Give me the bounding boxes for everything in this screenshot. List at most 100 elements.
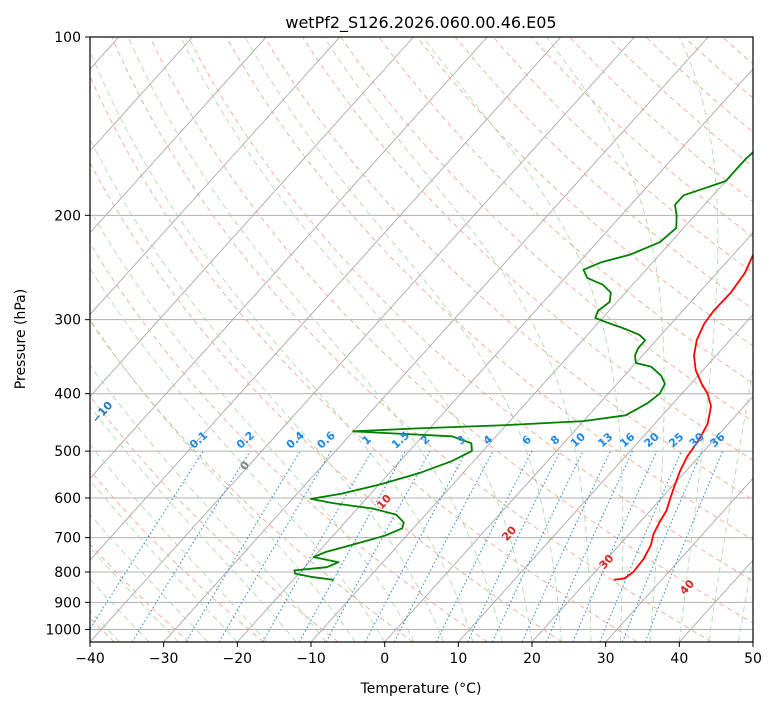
dry-adiabat-line bbox=[90, 395, 339, 642]
dry-adiabat-line bbox=[90, 242, 488, 642]
x-tick-label: −20 bbox=[223, 651, 253, 667]
dry-adiabat-line bbox=[761, 37, 775, 642]
moist-adiabat-line bbox=[90, 138, 445, 642]
mixing-ratio-label: 1 bbox=[360, 433, 374, 448]
dry-adiabat-line bbox=[90, 161, 563, 642]
y-tick-label: 300 bbox=[54, 313, 81, 329]
series-layer bbox=[293, 151, 753, 581]
dry-adiabat-line bbox=[149, 37, 753, 624]
moist-adiabat-line bbox=[90, 405, 297, 642]
y-tick-label: 1000 bbox=[45, 622, 81, 638]
chart-title: wetPf2_S126.2026.060.00.46.E05 bbox=[285, 13, 556, 33]
isotherm-line bbox=[457, 313, 753, 642]
mixing-ratio-label: 1.5 bbox=[389, 429, 412, 452]
mixing-ratio-line bbox=[364, 450, 467, 642]
x-tick-label: −30 bbox=[149, 651, 179, 667]
mixing-ratio-line bbox=[572, 450, 658, 642]
moist-adiabat-line bbox=[127, 37, 503, 642]
moist-adiabat-line bbox=[90, 479, 238, 642]
x-tick-label: 20 bbox=[523, 651, 541, 667]
dry-adiabat-line bbox=[111, 37, 712, 642]
moist-adiabat-line bbox=[180, 37, 533, 642]
moist-adiabat-label: 30 bbox=[597, 552, 617, 572]
mixing-ratio-label: 3 bbox=[454, 433, 468, 448]
mixing-ratio-line bbox=[521, 450, 611, 642]
mixing-ratio-label: 13 bbox=[595, 430, 615, 450]
mixing-ratio-line bbox=[90, 450, 204, 630]
y-tick-label: 400 bbox=[54, 387, 81, 403]
moist-adiabat-line bbox=[90, 364, 327, 642]
y-tick-label: 100 bbox=[54, 30, 81, 46]
mixing-ratio-line bbox=[621, 450, 703, 642]
dry-adiabat-line bbox=[90, 320, 414, 642]
moist-adiabat-line bbox=[90, 267, 386, 642]
moist-adiabat-line bbox=[708, 365, 753, 642]
mixing-ratio-line bbox=[131, 450, 251, 642]
mixing-ratio-line bbox=[298, 450, 406, 642]
mixing-ratio-line bbox=[467, 450, 561, 642]
plot-frame bbox=[89, 36, 754, 643]
moist-adiabat-line bbox=[90, 443, 268, 642]
dry-adiabat-line bbox=[378, 37, 753, 384]
moist-adiabat-line bbox=[422, 37, 624, 642]
y-tick-label: 200 bbox=[54, 208, 81, 224]
dewpoint-profile-line bbox=[293, 151, 753, 581]
isotherm-line bbox=[531, 395, 753, 642]
moist-adiabat-line bbox=[90, 49, 474, 642]
dry-adiabat-label: −10 bbox=[89, 399, 115, 426]
isotherm-line bbox=[90, 37, 193, 152]
x-tick-label: 50 bbox=[744, 651, 762, 667]
isotherm-line bbox=[90, 37, 341, 316]
y-tick-label: 800 bbox=[54, 565, 81, 581]
mixing-ratio-line bbox=[491, 450, 584, 642]
y-tick-label: 700 bbox=[54, 531, 81, 547]
dry-adiabat-line bbox=[607, 37, 753, 168]
dry-adiabat-line bbox=[645, 37, 753, 133]
x-tick-label: −40 bbox=[75, 651, 105, 667]
y-axis-label: Pressure (hPa) bbox=[13, 289, 29, 389]
dry-adiabat-line bbox=[187, 37, 753, 582]
isotherm-line bbox=[90, 37, 488, 479]
isotherm-line bbox=[236, 68, 753, 642]
isotherm-line bbox=[90, 37, 267, 234]
y-tick-label: 900 bbox=[54, 595, 81, 611]
isotherm-line bbox=[605, 477, 753, 642]
moist-adiabat-line bbox=[678, 37, 719, 642]
moist-adiabat-label: 0 bbox=[237, 458, 252, 473]
temperature-profile-line bbox=[613, 252, 753, 581]
isotherm-line bbox=[90, 37, 562, 561]
mixing-ratio-line bbox=[218, 450, 332, 642]
dry-adiabat-line bbox=[493, 37, 753, 274]
x-tick-label: 0 bbox=[380, 651, 389, 667]
grid-layer bbox=[90, 37, 775, 642]
moist-adiabat-line bbox=[90, 208, 415, 642]
dry-adiabat-line bbox=[454, 37, 753, 310]
mixing-ratio-label: 20 bbox=[642, 430, 662, 450]
x-tick-label: 40 bbox=[670, 651, 688, 667]
isotherm-line bbox=[163, 37, 709, 642]
mixing-ratio-line bbox=[599, 450, 682, 642]
mixing-ratio-label: 0.6 bbox=[315, 429, 338, 452]
dry-adiabat-line bbox=[569, 37, 753, 203]
mixing-ratio-label: 36 bbox=[707, 430, 727, 450]
isotherm-line bbox=[678, 559, 753, 642]
mixing-ratio-line bbox=[185, 450, 301, 642]
mixing-ratio-line bbox=[262, 450, 373, 642]
x-axis-label: Temperature (°C) bbox=[360, 681, 482, 697]
dry-adiabat-line bbox=[416, 37, 753, 347]
y-tick-label: 500 bbox=[54, 444, 81, 460]
mixing-ratio-label: 25 bbox=[666, 430, 686, 450]
isotherm-line bbox=[384, 232, 753, 642]
axes-layer: −40 −30 −20 −10 0 10 20 30 40 5010009008007006005… bbox=[45, 30, 762, 667]
moist-adiabat-line bbox=[323, 37, 592, 642]
x-tick-label: −10 bbox=[296, 651, 326, 667]
dry-adiabat-line bbox=[531, 37, 753, 238]
moist-adiabat-label: 40 bbox=[677, 577, 697, 597]
moist-adiabat-line bbox=[244, 37, 562, 642]
isotherm-line bbox=[752, 641, 753, 642]
dry-adiabat-line bbox=[225, 37, 753, 541]
x-tick-label: 30 bbox=[597, 651, 615, 667]
mixing-ratio-label: 10 bbox=[568, 430, 588, 450]
dry-adiabat-line bbox=[340, 37, 753, 423]
